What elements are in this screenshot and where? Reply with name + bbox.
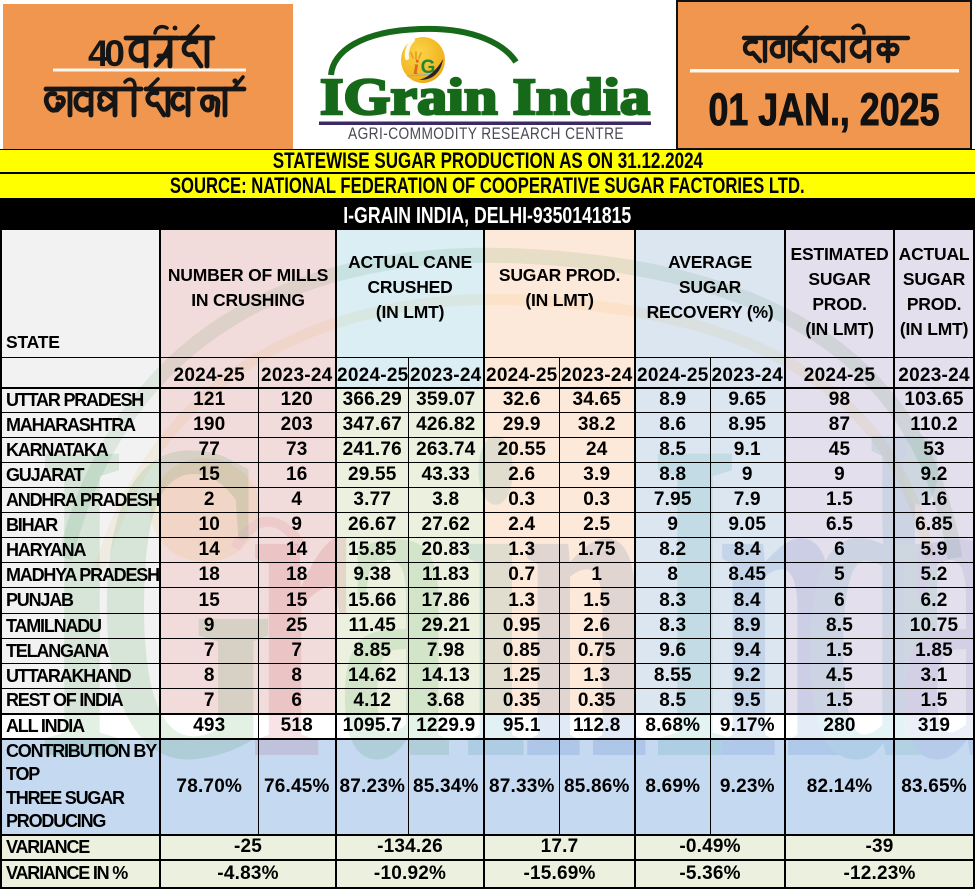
svg-text:01 JAN., 2025: 01 JAN., 2025 bbox=[709, 84, 940, 135]
svg-text:AGRI-COMMODITY RESEARCH CENTRE: AGRI-COMMODITY RESEARCH CENTRE bbox=[348, 125, 624, 143]
svg-text:IGrain India: IGrain India bbox=[320, 69, 650, 126]
svg-text:G: G bbox=[421, 57, 436, 78]
svg-text:40: 40 bbox=[88, 33, 125, 74]
svg-text:i: i bbox=[413, 55, 419, 79]
